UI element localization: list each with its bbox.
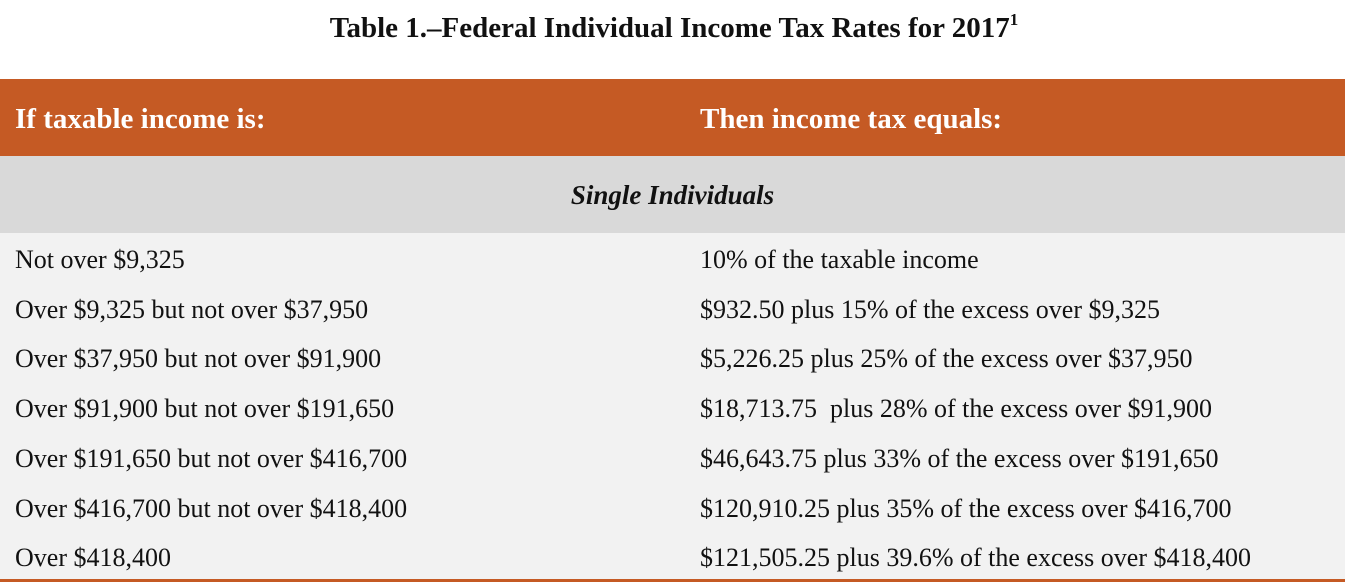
column-header: Then income tax equals: (700, 103, 1003, 135)
tax-formula: $18,713.75 plus 28% of the excess over $… (700, 394, 1212, 424)
tax-formula: $5,226.25 plus 25% of the excess over $3… (700, 344, 1193, 374)
tax-formula: $932.50 plus 15% of the excess over $9,3… (700, 294, 1160, 324)
income-range: Over $9,325 but not over $37,950 (15, 294, 369, 324)
table-body: Not over $9,325 10% of the taxable income… (0, 233, 1345, 580)
tax-formula: 10% of the taxable income (700, 245, 979, 274)
income-range: Over $416,700 but not over $418,400 (15, 493, 408, 523)
bottom-rule (0, 579, 1345, 582)
tax-formula: $121,505.25 plus 39.6% of the excess ove… (700, 543, 1251, 573)
section-row: Single Individuals (0, 156, 1345, 233)
income-range: Over $91,900 but not over $191,650 (15, 394, 395, 424)
title-text: Table 1.–Federal Individual Income Tax R… (329, 12, 1010, 44)
footnote-mark: 1 (1009, 10, 1019, 29)
income-range: Over $191,650 but not over $416,700 (15, 443, 408, 473)
tax-formula: $120,910.25 plus 35% of the excess over … (700, 493, 1232, 523)
tax-formula: $46,643.75 plus 33% of the excess over $… (700, 443, 1219, 473)
income-range: Over $37,950 but not over $91,900 (15, 344, 382, 374)
table-title: Table 1.–Federal Individual Income Tax R… (0, 8, 1348, 48)
header-row: If taxable income is: Then income tax eq… (0, 79, 1345, 156)
column-header: If taxable income is: (15, 103, 266, 135)
income-range: Not over $9,325 (15, 245, 185, 274)
income-range: Over $418,400 (15, 543, 171, 573)
